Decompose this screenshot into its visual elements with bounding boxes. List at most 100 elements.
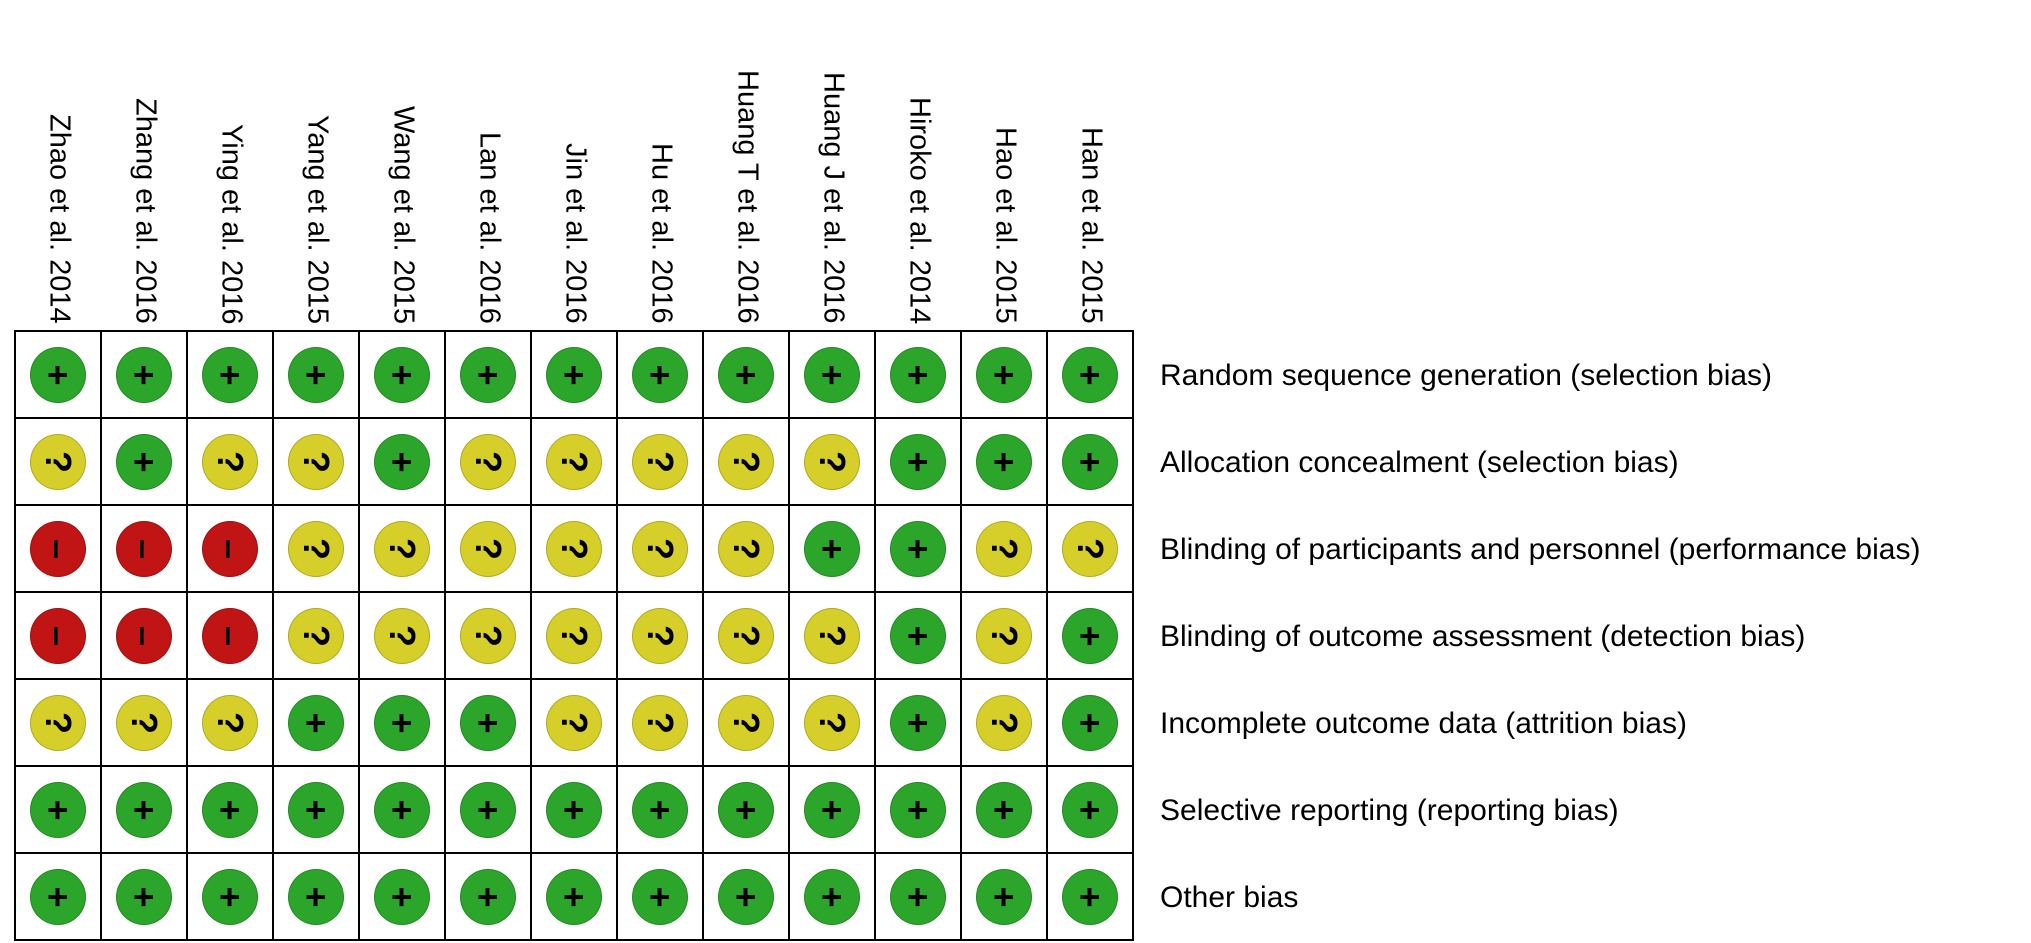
judgement-circle-high-risk: – <box>116 520 172 577</box>
judgement-circle-low-risk: + <box>30 868 86 925</box>
judgement-symbol: ? <box>210 711 251 734</box>
rob-cell: + <box>360 419 446 506</box>
rob-cell: – <box>188 593 274 680</box>
judgement-circle-high-risk: – <box>202 607 258 664</box>
rob-cell: + <box>16 854 102 941</box>
judgement-circle-low-risk: + <box>632 868 688 925</box>
bias-domain-label: Random sequence generation (selection bi… <box>1160 358 1773 392</box>
judgement-symbol: + <box>554 885 595 908</box>
judgement-symbol: ? <box>468 624 509 647</box>
judgement-circle-low-risk: + <box>804 868 860 925</box>
rob-cell: + <box>790 332 876 419</box>
judgement-circle-unclear-risk: ? <box>1062 520 1118 577</box>
rob-cell: + <box>962 332 1048 419</box>
judgement-circle-low-risk: + <box>374 781 430 838</box>
judgement-symbol: + <box>210 798 251 821</box>
judgement-symbol: + <box>468 363 509 386</box>
judgement-circle-low-risk: + <box>632 346 688 403</box>
judgement-symbol: ? <box>296 450 337 473</box>
judgement-symbol: + <box>468 798 509 821</box>
rob-cell: + <box>274 767 360 854</box>
judgement-symbol: ? <box>382 624 423 647</box>
rob-cell: + <box>102 419 188 506</box>
judgement-symbol: + <box>898 885 939 908</box>
judgement-symbol: ? <box>726 537 767 560</box>
rob-cell: + <box>446 854 532 941</box>
judgement-symbol: ? <box>640 711 681 734</box>
study-label-cell: Jin et al. 2016 <box>532 0 618 330</box>
judgement-symbol: + <box>898 363 939 386</box>
study-label-cell: Yang et al. 2015 <box>274 0 360 330</box>
rob-cell: ? <box>102 680 188 767</box>
judgement-symbol: + <box>382 363 423 386</box>
judgement-circle-low-risk: + <box>718 346 774 403</box>
judgement-circle-low-risk: + <box>116 433 172 490</box>
study-label: Huang T et al. 2016 <box>731 70 764 324</box>
rob-cell: + <box>876 854 962 941</box>
rob-cell: ? <box>446 506 532 593</box>
rob-cell: ? <box>618 506 704 593</box>
judgement-circle-low-risk: + <box>890 607 946 664</box>
rob-cell: ? <box>962 506 1048 593</box>
study-label-cell: Wang et al. 2015 <box>360 0 446 330</box>
bias-domain-label: Blinding of outcome assessment (detectio… <box>1160 619 1806 653</box>
judgement-circle-low-risk: + <box>632 781 688 838</box>
judgement-circle-low-risk: + <box>116 781 172 838</box>
bias-domain-label: Blinding of participants and personnel (… <box>1160 532 1921 566</box>
judgement-symbol: ? <box>984 624 1025 647</box>
judgement-circle-high-risk: – <box>30 520 86 577</box>
judgement-circle-unclear-risk: ? <box>976 520 1032 577</box>
rob-cell: ? <box>16 680 102 767</box>
rob-cell: + <box>188 332 274 419</box>
judgement-symbol: + <box>468 885 509 908</box>
rob-cell: + <box>618 332 704 419</box>
judgement-circle-low-risk: + <box>1062 607 1118 664</box>
judgement-circle-low-risk: + <box>890 433 946 490</box>
judgement-symbol: + <box>1070 450 1111 473</box>
judgement-symbol: + <box>1070 363 1111 386</box>
judgement-circle-low-risk: + <box>976 868 1032 925</box>
rob-cell: + <box>1048 767 1134 854</box>
judgement-circle-low-risk: + <box>890 694 946 751</box>
judgement-symbol: + <box>296 711 337 734</box>
judgement-symbol: + <box>382 711 423 734</box>
judgement-symbol: + <box>812 363 853 386</box>
judgement-symbol: + <box>812 798 853 821</box>
rob-cell: ? <box>360 593 446 680</box>
judgement-symbol: + <box>296 885 337 908</box>
study-label: Zhao et al. 2014 <box>43 114 76 324</box>
study-label-cell: Zhao et al. 2014 <box>16 0 102 330</box>
judgement-symbol: + <box>984 450 1025 473</box>
judgement-circle-low-risk: + <box>374 346 430 403</box>
study-label: Wang et al. 2015 <box>387 105 420 324</box>
rob-cell: + <box>446 332 532 419</box>
rob-cell: + <box>618 767 704 854</box>
study-label-cell: Huang J et al. 2016 <box>790 0 876 330</box>
judgement-circle-low-risk: + <box>288 694 344 751</box>
judgement-symbol: – <box>38 538 79 559</box>
rob-cell: ? <box>618 593 704 680</box>
judgement-symbol: + <box>726 798 767 821</box>
judgement-circle-low-risk: + <box>890 868 946 925</box>
rob-cell: + <box>102 854 188 941</box>
rob-cell: ? <box>360 506 446 593</box>
study-label: Han et al. 2015 <box>1075 127 1108 324</box>
judgement-circle-high-risk: – <box>116 607 172 664</box>
rob-cell: + <box>962 767 1048 854</box>
rob-cell: ? <box>790 680 876 767</box>
judgement-circle-unclear-risk: ? <box>288 607 344 664</box>
judgement-symbol: + <box>38 885 79 908</box>
rob-cell: ? <box>446 419 532 506</box>
rob-cell: + <box>446 680 532 767</box>
judgement-circle-unclear-risk: ? <box>718 520 774 577</box>
judgement-symbol: + <box>124 450 165 473</box>
rob-cell: + <box>962 419 1048 506</box>
judgement-circle-low-risk: + <box>374 433 430 490</box>
rob-cell: + <box>876 680 962 767</box>
rob-cell: + <box>618 854 704 941</box>
judgement-circle-unclear-risk: ? <box>30 433 86 490</box>
judgement-symbol: ? <box>468 537 509 560</box>
judgement-symbol: ? <box>468 450 509 473</box>
rob-cell: + <box>274 680 360 767</box>
judgement-circle-low-risk: + <box>460 346 516 403</box>
